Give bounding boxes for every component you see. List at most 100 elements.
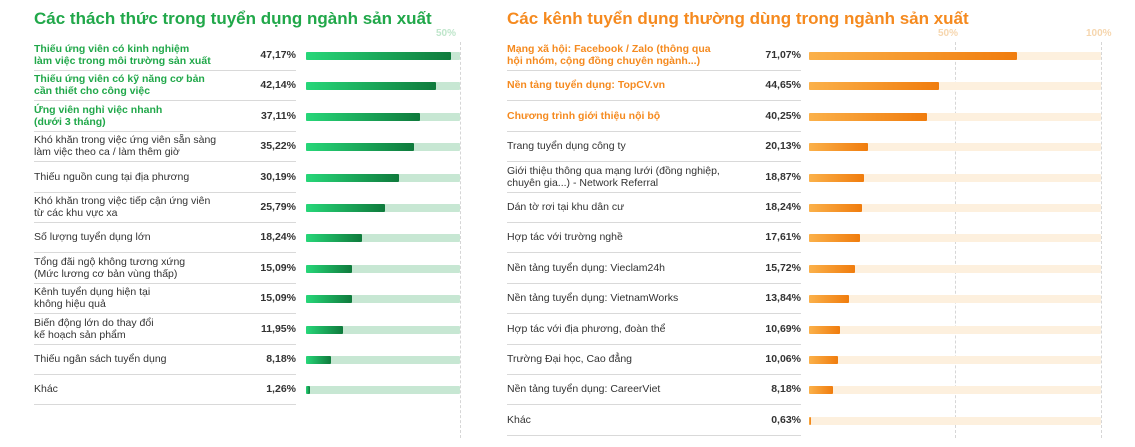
- bar-track: [306, 173, 460, 182]
- bar-track: [306, 295, 460, 304]
- bar-value-label: 35,22%: [260, 140, 296, 153]
- bar-row: Nền tảng tuyển dụng: CareerViet 8,18%: [507, 374, 801, 406]
- bar-value-label: 11,95%: [260, 322, 296, 335]
- bar-category-label: Thiếu ứng viên có kỹ năng cơ bản cần thi…: [34, 73, 205, 98]
- bar: [306, 386, 310, 395]
- bar-category-label: Khác: [34, 383, 58, 396]
- bar-track: [306, 325, 460, 334]
- bar-value-label: 15,72%: [765, 261, 801, 274]
- bar-value-label: 44,65%: [765, 79, 801, 92]
- bar: [306, 264, 353, 273]
- scale-label-50: 50%: [938, 28, 959, 39]
- bar-category-label: Khác: [507, 413, 531, 426]
- bar-category-label: Nền tảng tuyển dụng: CareerViet: [507, 383, 661, 396]
- bar-track: [809, 52, 1101, 60]
- bar-value-label: 20,13%: [765, 140, 801, 153]
- bar-row: Thiếu nguồn cung tại địa phương 30,19%: [34, 162, 296, 193]
- scale-label-50: 50%: [436, 28, 457, 39]
- bar-row: Mạng xã hội: Facebook / Zalo (thông qua …: [507, 40, 801, 71]
- bar: [809, 143, 868, 152]
- bar-value-label: 10,69%: [765, 322, 801, 335]
- bar-category-label: Thiếu nguồn cung tại địa phương: [34, 170, 190, 183]
- bar-track: [306, 82, 460, 91]
- bar-row: Nền tảng tuyển dụng: Vieclam24h 15,72%: [507, 253, 801, 284]
- bar-category-label: Thiếu ngân sách tuyển dụng: [34, 353, 167, 365]
- bar-row: Dán tờ rơi tại khu dân cư 18,24%: [507, 192, 801, 223]
- bar-row: Trường Đại học, Cao đẳng 10,06%: [507, 344, 801, 375]
- bar-value-label: 42,14%: [260, 79, 296, 92]
- bar-category-label: Mạng xã hội: Facebook / Zalo (thông qua …: [507, 43, 711, 67]
- bar: [809, 82, 940, 91]
- scale-gridline-50: [460, 42, 461, 438]
- bar: [809, 386, 833, 395]
- bar: [809, 356, 839, 364]
- chart-title: Các kênh tuyển dụng thường dùng trong ng…: [507, 9, 969, 28]
- bar: [809, 112, 927, 121]
- bar: [306, 52, 452, 60]
- bar-track: [306, 143, 460, 152]
- bar: [306, 173, 399, 182]
- bar: [306, 234, 363, 243]
- bar-row: Nền tảng tuyển dụng: VietnamWorks 13,84%: [507, 283, 801, 315]
- bar: [306, 143, 415, 152]
- bar: [809, 234, 861, 243]
- bar-value-label: 8,18%: [266, 353, 296, 365]
- bar-value-label: 25,79%: [260, 201, 296, 213]
- channels-chart: Các kênh tuyển dụng thường dùng trong ng…: [498, 0, 1128, 447]
- bar-value-label: 15,09%: [260, 292, 296, 305]
- bar-category-label: Chương trình giới thiệu nội bộ: [507, 109, 661, 122]
- bar: [306, 112, 421, 121]
- bar: [809, 204, 863, 212]
- bar-value-label: 18,87%: [765, 170, 801, 183]
- bar-row: Trang tuyển dụng công ty 20,13%: [507, 131, 801, 163]
- bar: [809, 52, 1017, 60]
- bar-value-label: 18,24%: [260, 231, 296, 244]
- bar-category-label: Hợp tác với trường nghề: [507, 231, 623, 244]
- bar-row: Giới thiệu thông qua mạng lưới (đồng ngh…: [507, 162, 801, 193]
- bar-value-label: 8,18%: [771, 383, 801, 396]
- bar-track: [809, 143, 1101, 152]
- bar-category-label: Nền tảng tuyển dụng: Vieclam24h: [507, 261, 666, 274]
- bar-row: Nền tảng tuyển dụng: TopCV.vn 44,65%: [507, 70, 801, 102]
- bar-row: Ứng viên nghỉ việc nhanh (dưới 3 tháng) 3…: [34, 101, 296, 132]
- bar-category-label: Thiếu ứng viên có kinh nghiệm làm việc t…: [34, 43, 211, 67]
- bar-category-label: Dán tờ rơi tại khu dân cư: [507, 201, 625, 213]
- bar-track: [809, 82, 1101, 91]
- scale-label-100: 100%: [1086, 28, 1112, 39]
- bar-track: [306, 52, 460, 60]
- bar-row: Số lượng tuyển dụng lớn 18,24%: [34, 222, 296, 254]
- bar-track: [809, 295, 1101, 304]
- bar-track: [306, 356, 460, 364]
- bar-category-label: Nền tảng tuyển dụng: TopCV.vn: [507, 79, 666, 92]
- bar-track: [809, 264, 1101, 273]
- bar-row: Tổng đãi ngộ không tương xứng (Mức lương…: [34, 253, 296, 284]
- bar-row: Khó khăn trong việc tiếp cận ứng viên từ…: [34, 192, 296, 223]
- bar-category-label: Ứng viên nghỉ việc nhanh (dưới 3 tháng): [34, 103, 163, 128]
- bar-track: [306, 204, 460, 212]
- bar-track: [809, 356, 1101, 364]
- bar-category-label: Kênh tuyển dụng hiện tại không hiệu quả: [34, 286, 151, 311]
- bar-category-label: Giới thiệu thông qua mạng lưới (đồng ngh…: [507, 164, 720, 189]
- bar-category-label: Khó khăn trong việc tiếp cận ứng viên từ…: [34, 195, 211, 219]
- bar-value-label: 0,63%: [771, 413, 801, 426]
- bar-value-label: 13,84%: [765, 292, 801, 305]
- bar: [809, 325, 841, 334]
- bar: [306, 325, 343, 334]
- bar-track: [809, 112, 1101, 121]
- bar-track: [809, 234, 1101, 243]
- bar-category-label: Trường Đại học, Cao đẳng: [507, 353, 633, 365]
- bar-row: Khó khăn trong việc ứng viên sẵn sàng là…: [34, 131, 296, 163]
- bar-value-label: 47,17%: [260, 49, 296, 61]
- bar-row: Thiếu ứng viên có kinh nghiệm làm việc t…: [34, 40, 296, 71]
- bar-row: Kênh tuyển dụng hiện tại không hiệu quả 1…: [34, 283, 296, 315]
- bar-track: [809, 204, 1101, 212]
- bar: [809, 264, 855, 273]
- bar-track: [306, 234, 460, 243]
- bar-category-label: Số lượng tuyển dụng lớn: [34, 231, 151, 244]
- bar: [306, 356, 332, 364]
- bar: [809, 416, 811, 425]
- bar-value-label: 18,24%: [765, 201, 801, 213]
- bar-row: Khác 0,63%: [507, 405, 801, 436]
- bar-track: [306, 264, 460, 273]
- bar-category-label: Hợp tác với địa phương, đoàn thể: [507, 322, 666, 335]
